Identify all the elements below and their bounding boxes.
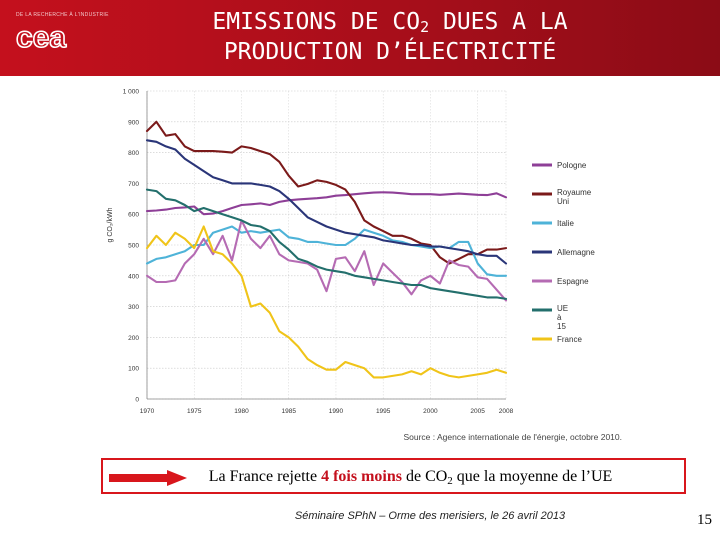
- y-tick-label: 200: [128, 335, 139, 342]
- x-tick-label: 1985: [281, 408, 296, 415]
- x-tick-label: 1970: [140, 408, 155, 415]
- y-tick-label: 300: [128, 304, 139, 311]
- legend-label: Espagne: [557, 277, 589, 286]
- y-tick-label: 100: [128, 366, 139, 373]
- x-tick-label: 1975: [187, 408, 202, 415]
- chart-legend: Pologne Royaume Uni Italie Allemagne Espagne U…: [532, 161, 595, 344]
- series-line-1: [145, 120, 508, 265]
- footer-text: Séminaire SPhN – Orme des merisiers, le …: [294, 510, 566, 522]
- y-tick-label: 1 000: [123, 89, 140, 96]
- page-title-line-2: PRODUCTION D’ÉLECTRICITÉ: [223, 39, 557, 65]
- x-tick-label: 1995: [376, 408, 391, 415]
- legend-label: France: [557, 335, 582, 344]
- y-tick-label: 900: [128, 119, 139, 126]
- series-line-3: [145, 139, 508, 265]
- chart-source-note: Source : Agence internationale de l'éner…: [403, 432, 622, 442]
- x-tick-label: 1990: [329, 408, 344, 415]
- y-tick-label: 500: [128, 243, 139, 250]
- right-arrow-icon: [109, 470, 187, 486]
- conclusion-callout: La France rejette 4 fois moins de CO2 qu…: [101, 458, 686, 494]
- legend-label: Allemagne: [557, 248, 595, 257]
- series-line-6: [145, 225, 508, 379]
- callout-emphasis: 4 fois moins: [321, 468, 402, 485]
- legend-label: Italie: [557, 219, 574, 228]
- header-bar: DE LA RECHERCHE À L'INDUSTRIE cea EMISSI…: [0, 0, 720, 76]
- legend-label: Pologne: [557, 161, 587, 170]
- logo-tagline: DE LA RECHERCHE À L'INDUSTRIE: [16, 12, 109, 18]
- series-line-5: [145, 188, 508, 300]
- y-tick-label: 600: [128, 212, 139, 219]
- y-tick-label: 800: [128, 150, 139, 157]
- emissions-line-chart: 0 100 200 300 400 500 600 700 800 900 1 000 1970 197…: [107, 89, 622, 443]
- x-tick-label: 2000: [423, 408, 438, 415]
- legend-label: Royaume Uni: [557, 188, 592, 206]
- cea-logo: cea: [15, 20, 67, 54]
- callout-text: La France rejette 4 fois moins de CO2 qu…: [208, 468, 613, 487]
- page-number: 15: [697, 512, 712, 528]
- page-title-line-1: EMISSIONS DE CO2 DUES A LA: [212, 9, 568, 36]
- y-axis-label: g CO₂/kWh: [107, 207, 114, 242]
- series-line-4: [145, 219, 508, 302]
- legend-label: UE à 15: [557, 304, 568, 331]
- x-tick-label: 1980: [234, 408, 249, 415]
- chart-axes: 0 100 200 300 400 500 600 700 800 900 1 000 1970 197…: [123, 89, 514, 416]
- chart-series: [145, 120, 508, 379]
- x-tick-label: 2008: [499, 408, 514, 415]
- y-tick-label: 700: [128, 181, 139, 188]
- series-line-0: [145, 191, 508, 216]
- x-tick-label: 2005: [470, 408, 485, 415]
- y-tick-label: 400: [128, 273, 139, 280]
- svg-text:cea: cea: [16, 21, 66, 54]
- y-tick-label: 0: [135, 397, 139, 404]
